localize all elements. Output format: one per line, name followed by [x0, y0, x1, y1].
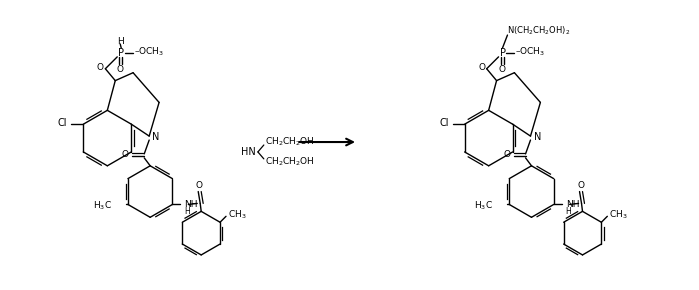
Text: O: O [196, 181, 203, 190]
Text: H: H [565, 207, 571, 216]
Text: NH: NH [185, 200, 198, 209]
Text: O: O [97, 63, 104, 72]
Text: N: N [152, 132, 160, 142]
Text: O: O [577, 181, 584, 190]
Text: N(CH$_2$CH$_2$OH)$_2$: N(CH$_2$CH$_2$OH)$_2$ [507, 25, 571, 37]
Text: HN: HN [241, 147, 256, 157]
Text: N: N [534, 132, 541, 142]
Text: O: O [122, 151, 129, 160]
Text: P: P [500, 48, 505, 58]
Text: P: P [118, 48, 124, 58]
Text: CH$_2$CH$_2$OH: CH$_2$CH$_2$OH [265, 136, 315, 148]
Text: H$_3$C: H$_3$C [93, 199, 112, 212]
Text: CH$_3$: CH$_3$ [610, 208, 628, 221]
Text: O: O [498, 65, 505, 74]
Text: O: O [117, 65, 124, 74]
Text: Cl: Cl [58, 118, 68, 128]
Text: NH: NH [565, 200, 579, 209]
Text: CH$_2$CH$_2$OH: CH$_2$CH$_2$OH [265, 156, 315, 168]
Text: Cl: Cl [439, 118, 449, 128]
Text: H$_3$C: H$_3$C [475, 199, 493, 212]
Text: CH$_3$: CH$_3$ [228, 208, 247, 221]
Text: O: O [503, 151, 510, 160]
Text: –OCH$_3$: –OCH$_3$ [134, 46, 164, 58]
Text: H: H [185, 207, 190, 216]
Text: H: H [117, 37, 124, 46]
Text: O: O [478, 63, 485, 72]
Text: –OCH$_3$: –OCH$_3$ [515, 46, 546, 58]
